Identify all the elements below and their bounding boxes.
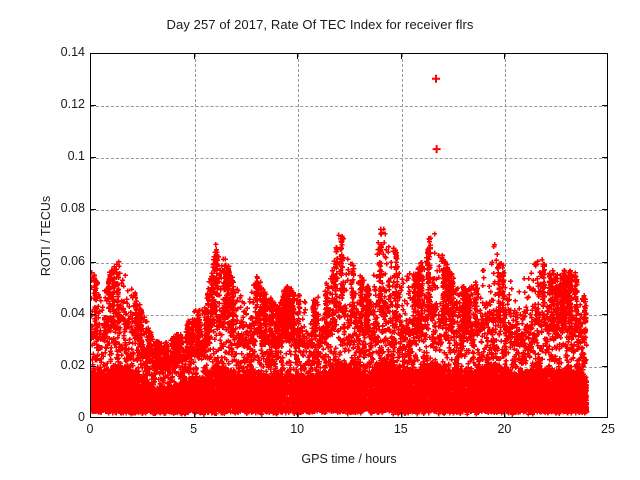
y-tick-mark <box>90 53 96 54</box>
y-tick-mark <box>90 209 96 211</box>
gridline-horizontal <box>91 210 607 212</box>
y-tick-mark <box>90 365 96 367</box>
y-tick-mark <box>90 105 96 107</box>
x-tick-label-text: 25 <box>601 422 615 436</box>
gridline-vertical <box>401 54 403 417</box>
x-tick-mark <box>504 412 506 418</box>
y-tick-label-text: 0.14 <box>60 45 85 59</box>
chart-title: Day 257 of 2017, Rate Of TEC Index for r… <box>166 17 474 32</box>
gridline-vertical <box>194 54 196 417</box>
gridline-vertical <box>298 54 300 417</box>
y-tick-label-text: 0.04 <box>60 305 85 320</box>
y-tick-mark <box>90 157 96 159</box>
y-axis-label: ROTI / TECUs <box>39 195 54 276</box>
y-tick-mark <box>602 313 608 315</box>
y-tick-mark <box>602 157 608 159</box>
gridline-horizontal <box>91 262 607 264</box>
y-tick-label-text: 0.08 <box>60 201 85 216</box>
y-tick-label-text: 0.1 <box>67 149 85 164</box>
y-tick-label-text: 0 <box>78 410 85 424</box>
x-axis-label: GPS time / hours <box>301 452 397 466</box>
x-tick-mark <box>297 53 299 59</box>
y-tick-mark <box>602 53 608 54</box>
y-tick-mark <box>602 261 608 263</box>
x-tick-label-text: 15 <box>393 422 408 436</box>
y-tick-mark <box>602 209 608 211</box>
y-tick-mark <box>90 313 96 315</box>
y-tick-mark <box>602 365 608 367</box>
scatter-plot-svg <box>91 74 590 417</box>
y-axis-label-wrapper: ROTI / TECUs <box>0 53 53 418</box>
y-tick-label-text: 0.06 <box>60 253 85 268</box>
x-tick-mark <box>193 53 195 59</box>
x-tick-mark <box>400 412 402 418</box>
x-tick-mark <box>504 53 506 59</box>
scatter-points <box>91 226 590 417</box>
x-tick-label-text: 0 <box>86 422 94 436</box>
x-tick-label-text: 20 <box>497 422 512 436</box>
x-tick-label-text: 10 <box>290 422 305 436</box>
y-tick-label-text: 0.02 <box>60 357 85 372</box>
x-tick-label-text: 5 <box>190 422 198 436</box>
gridline-horizontal <box>91 106 607 108</box>
y-tick-mark <box>90 261 96 263</box>
x-tick-mark <box>297 412 299 418</box>
gridline-vertical <box>505 54 507 417</box>
x-tick-mark <box>400 53 402 59</box>
gridline-horizontal <box>91 158 607 160</box>
outlier-points <box>431 74 441 154</box>
y-tick-mark <box>602 105 608 107</box>
scatter-data-layer <box>91 54 607 417</box>
x-tick-mark <box>193 412 195 418</box>
y-tick-label-text: 0.12 <box>60 97 85 112</box>
plot-frame <box>90 53 608 418</box>
